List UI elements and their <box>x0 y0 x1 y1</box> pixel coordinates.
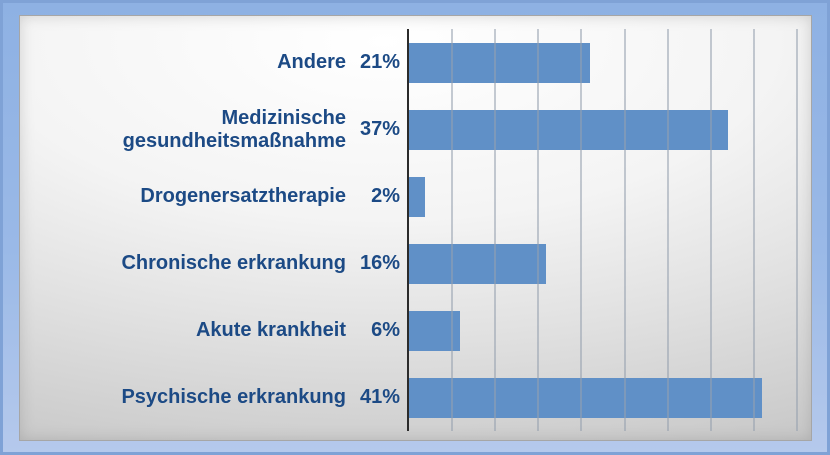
bar-cell <box>408 364 797 431</box>
bar-row: Psychische erkrankung 41% <box>20 364 797 431</box>
bar-chart: Andere 21% Medizinische gesundheitsmaßnahm… <box>20 29 797 431</box>
bar <box>408 42 590 83</box>
bar-cell <box>408 96 797 163</box>
row-labels: Akute krankheit 6% <box>20 319 408 342</box>
category-label: Medizinische gesundheitsmaßnahme <box>122 106 346 152</box>
category-axis-line <box>407 29 409 431</box>
bar <box>408 176 426 217</box>
bar-row: Chronische erkrankung 16% <box>20 230 797 297</box>
value-label: 16% <box>359 252 400 274</box>
bar-row: Andere 21% <box>20 29 797 96</box>
bar-cell <box>408 29 797 96</box>
bar-cell <box>408 230 797 297</box>
row-labels: Psychische erkrankung 41% <box>20 386 408 409</box>
category-label: Psychische erkrankung <box>121 386 346 408</box>
bar-row: Medizinische gesundheitsmaßnahme 37% <box>20 96 797 163</box>
value-label: 6% <box>371 319 400 341</box>
category-label: Akute krankheit <box>195 319 346 341</box>
chart-panel: Andere 21% Medizinische gesundheitsmaßnahm… <box>19 15 812 441</box>
bar-row: Akute krankheit 6% <box>20 297 797 364</box>
bar-cell <box>408 163 797 230</box>
value-label: 37% <box>359 118 400 140</box>
bar <box>408 310 460 351</box>
value-label: 21% <box>359 51 400 73</box>
value-label: 41% <box>359 386 400 408</box>
bar <box>408 377 763 418</box>
row-labels: Medizinische gesundheitsmaßnahme 37% <box>20 107 408 153</box>
row-labels: Andere 21% <box>20 51 408 74</box>
category-label: Drogenersatztherapie <box>140 185 346 207</box>
bar-cell <box>408 297 797 364</box>
bar-row: Drogenersatztherapie 2% <box>20 163 797 230</box>
bar <box>408 243 547 284</box>
row-labels: Chronische erkrankung 16% <box>20 252 408 275</box>
row-labels: Drogenersatztherapie 2% <box>20 185 408 208</box>
category-label: Andere <box>277 51 346 73</box>
bar <box>408 109 728 150</box>
value-label: 2% <box>371 185 400 207</box>
category-label: Chronische erkrankung <box>121 252 346 274</box>
